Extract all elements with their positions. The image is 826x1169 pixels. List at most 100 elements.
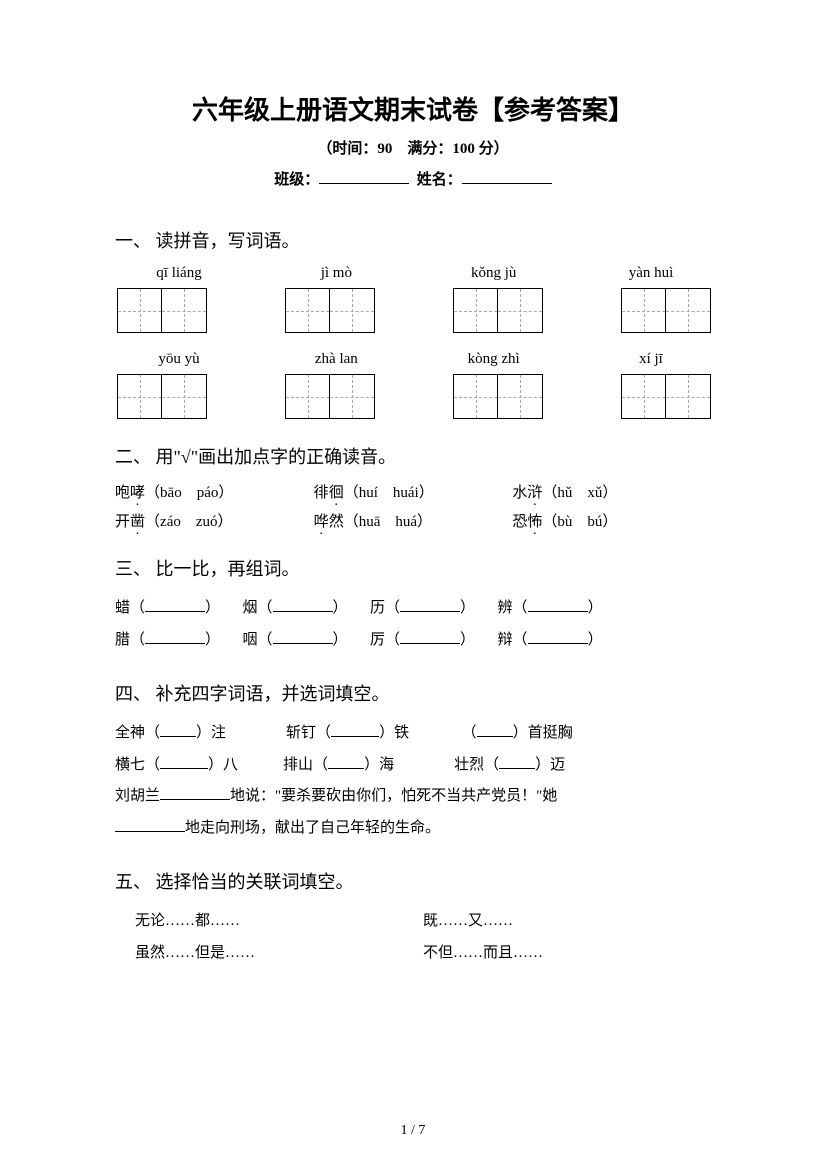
opts: （huā huá）	[344, 514, 432, 530]
t: 开	[115, 514, 130, 530]
t: 壮烈（	[454, 757, 499, 773]
t: ）八	[208, 757, 238, 773]
q1-heading: 一、 读拼音，写词语。	[115, 227, 711, 253]
q2-item: 徘徊（huí huái）	[314, 481, 513, 502]
t: ） 厉（	[333, 632, 401, 648]
opts: （hǔ xǔ）	[542, 485, 617, 501]
pinyin: qī liáng	[129, 265, 229, 282]
char-box[interactable]	[621, 288, 711, 333]
blank[interactable]	[499, 755, 535, 769]
t: 刘胡兰	[115, 788, 160, 804]
t: 腊（	[115, 632, 145, 648]
blank[interactable]	[145, 598, 205, 612]
exam-subtitle: （时间：90 满分：100 分）	[115, 137, 711, 158]
t: 咆	[115, 485, 130, 501]
blank[interactable]	[331, 723, 379, 737]
t: （	[469, 725, 477, 741]
q5-heading: 五、 选择恰当的关联词填空。	[115, 868, 711, 894]
pinyin-row-1: qī liáng jì mò kǒng jù yàn huì	[115, 265, 711, 282]
char-box[interactable]	[117, 288, 207, 333]
t: ）注	[196, 725, 226, 741]
pinyin: zhà lan	[286, 351, 386, 368]
q3-row-2: 腊（） 咽（） 厉（） 辩（）	[115, 625, 711, 657]
q5-opt: 不但……而且……	[423, 938, 711, 970]
q4-row-2: 横七（）八 排山（）海 壮烈（）迈	[115, 750, 711, 782]
blank[interactable]	[115, 818, 185, 832]
t: ）首挺胸	[513, 725, 573, 741]
name-label: 姓名：	[417, 172, 462, 188]
pinyin: kǒng jù	[444, 265, 544, 282]
dotted-char: 怖	[527, 510, 542, 531]
q2-item: 开凿（záo zuó）	[115, 510, 314, 531]
q2-item: 恐怖（bù bú）	[512, 510, 711, 531]
q5-row-1: 无论……都…… 既……又……	[115, 906, 711, 938]
q2-heading: 二、 用"√"画出加点字的正确读音。	[115, 443, 711, 469]
q5-row-2: 虽然……但是…… 不但……而且……	[115, 938, 711, 970]
name-blank[interactable]	[462, 168, 552, 184]
t: ） 辨（	[460, 600, 528, 616]
blank[interactable]	[160, 755, 208, 769]
opts: （záo zuó）	[145, 514, 232, 530]
blank[interactable]	[160, 786, 230, 800]
t: ）迈	[535, 757, 565, 773]
class-name-row: 班级： 姓名：	[115, 168, 711, 189]
char-box[interactable]	[285, 374, 375, 419]
dotted-char: 凿	[130, 510, 145, 531]
blank[interactable]	[273, 630, 333, 644]
opts: （bāo páo）	[145, 485, 233, 501]
blank[interactable]	[400, 598, 460, 612]
pinyin-row-2: yōu yù zhà lan kòng zhì xí jī	[115, 351, 711, 368]
q4-heading: 四、 补充四字词语，并选词填空。	[115, 680, 711, 706]
t: 全神（	[115, 725, 160, 741]
char-box[interactable]	[453, 374, 543, 419]
char-box[interactable]	[117, 374, 207, 419]
pinyin: jì mò	[286, 265, 386, 282]
q2-item: 咆哮（bāo páo）	[115, 481, 314, 502]
t: 地走向刑场，献出了自己年轻的生命。	[185, 820, 440, 836]
blank[interactable]	[145, 630, 205, 644]
t: 横七（	[115, 757, 160, 773]
q5-opt: 无论……都……	[135, 906, 423, 938]
t: 徘	[314, 485, 329, 501]
t: ） 烟（	[205, 600, 273, 616]
blank[interactable]	[528, 630, 588, 644]
q2-item: 哗然（huā huá）	[314, 510, 513, 531]
dotted-char: 徊	[329, 481, 344, 502]
opts: （huí huái）	[344, 485, 434, 501]
q4-row-3: 刘胡兰地说："要杀要砍由你们，怕死不当共产党员！"她	[115, 781, 711, 813]
page-number: 1 / 7	[0, 1123, 826, 1139]
dotted-char: 哮	[130, 481, 145, 502]
q4-row-4: 地走向刑场，献出了自己年轻的生命。	[115, 813, 711, 845]
char-box[interactable]	[621, 374, 711, 419]
dotted-char: 浒	[527, 481, 542, 502]
blank[interactable]	[477, 723, 513, 737]
q4-row-1: 全神（ ）注 斩钉（ ）铁 （ ）首挺胸	[115, 718, 711, 750]
pinyin: yōu yù	[129, 351, 229, 368]
pinyin: kòng zhì	[444, 351, 544, 368]
exam-title: 六年级上册语文期末试卷【参考答案】	[115, 90, 711, 127]
t: 水	[512, 485, 527, 501]
blank[interactable]	[273, 598, 333, 612]
class-blank[interactable]	[319, 168, 409, 184]
t: ）铁	[379, 725, 409, 741]
t: ）	[588, 600, 603, 616]
blank[interactable]	[400, 630, 460, 644]
char-box[interactable]	[285, 288, 375, 333]
t: ） 咽（	[205, 632, 273, 648]
blank[interactable]	[160, 723, 196, 737]
t: 然	[329, 514, 344, 530]
opts: （bù bú）	[542, 514, 617, 530]
t: 蜡（	[115, 600, 145, 616]
t: 斩钉（	[286, 725, 331, 741]
t: 排山（	[283, 757, 328, 773]
blank[interactable]	[328, 755, 364, 769]
blank[interactable]	[528, 598, 588, 612]
box-row-1	[115, 288, 711, 333]
pinyin: xí jī	[601, 351, 701, 368]
q3-row-1: 蜡（ ） 烟（ ） 历（ ） 辨（ ）	[115, 593, 711, 625]
q5-opt: 既……又……	[423, 906, 711, 938]
char-box[interactable]	[453, 288, 543, 333]
q5-opt: 虽然……但是……	[135, 938, 423, 970]
t: ） 历（	[333, 600, 401, 616]
q3-heading: 三、 比一比，再组词。	[115, 555, 711, 581]
